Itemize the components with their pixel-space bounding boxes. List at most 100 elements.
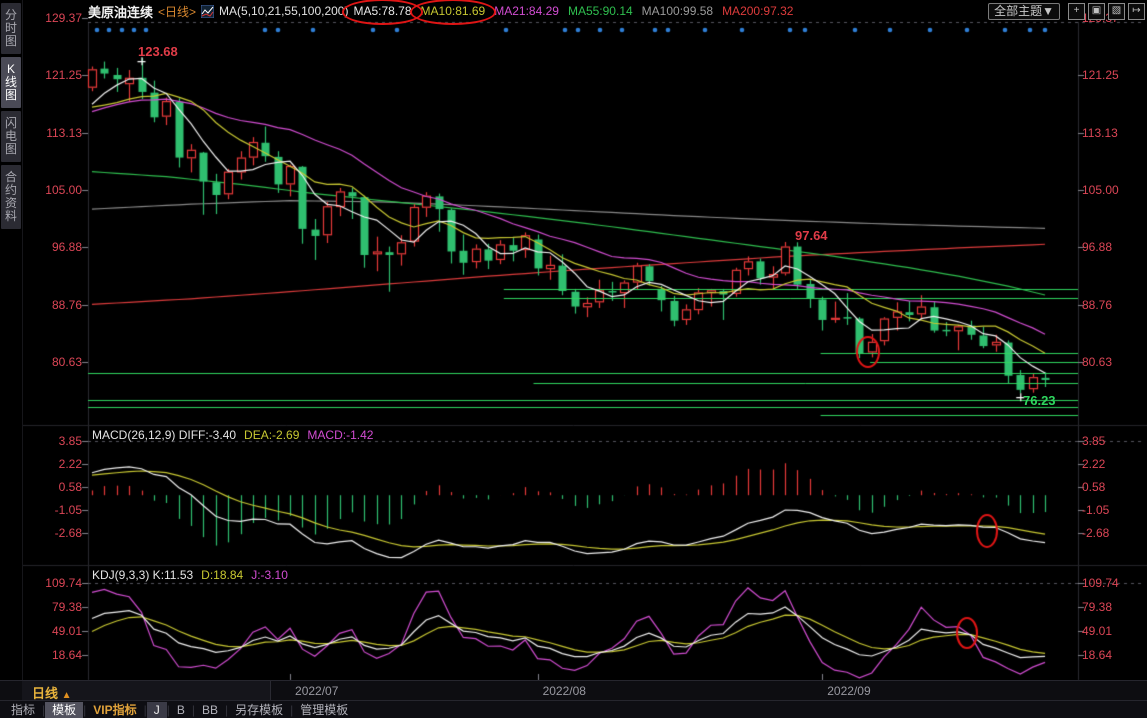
tab-7[interactable]: 管理模板 [300,702,349,717]
sidebar-item-3[interactable]: 合约资料 [1,165,21,229]
right-axis-label: 2.22 [1082,456,1106,471]
period-selector-panel: 日线 ▲ [22,681,271,702]
sidebar-item-char: K [6,62,15,76]
sidebar-item-char: 电 [4,129,17,143]
sidebar-item-char: 图 [4,34,17,48]
tab-3[interactable]: J [146,701,167,718]
kdj-head-part-2: J:-3.10 [251,568,288,582]
tab-0[interactable]: 指标 [11,702,36,717]
sidebar-item-0[interactable]: 分时图 [1,3,21,54]
tab-separator: | [42,702,46,717]
left-axis-label: 113.13 [46,125,82,140]
tab-separator: | [143,702,147,717]
tab-separator: | [83,702,87,717]
date-axis-row: 日线 ▲ 2022/07 2022/08 2022/09 [0,680,1147,701]
left-axis-label: 79.38 [51,599,82,614]
date-label: 2022/07 [295,684,339,698]
tab-1[interactable]: 模板 [45,701,84,718]
left-axis-label: -1.05 [54,502,82,517]
left-axis-label: 18.64 [51,647,82,662]
right-axis-label: 88.76 [1082,297,1113,312]
overlay-chart-icon[interactable]: ▧ [1108,3,1125,20]
right-axis-label: -2.68 [1082,525,1110,540]
pan-right-icon[interactable]: ↦ [1128,3,1145,20]
sidebar-item-2[interactable]: 闪电图 [1,111,21,162]
left-axis-label: 105.00 [45,183,82,198]
kdj-head-part-1: D:18.84 [201,568,244,582]
macd-head-part-2: MACD:-1.42 [307,428,374,442]
tab-5[interactable]: BB [202,702,219,717]
axis-scale-icon[interactable]: ▣ [1088,3,1105,20]
ma-value-5: MA200:97.32 [722,4,794,18]
sidebar-item-char: 图 [4,142,17,156]
theme-selector-button[interactable]: 全部主题▼ [988,2,1060,20]
tab-separator: | [225,702,229,717]
price-annotation: 97.64 [795,228,828,243]
tab-separator: | [191,702,196,717]
right-axis-label: -1.05 [1082,502,1110,517]
bottom-tab-bar: 指标 | 模板 | VIP指标 | J | B | BB | 另存模板 | 管理模板 [0,700,1147,718]
tab-separator: | [290,702,294,717]
kdj-head-part-0: KDJ(9,3,3) K:11.53 [92,568,194,582]
tab-separator: | [166,702,170,717]
right-axis-label: 80.63 [1082,355,1113,370]
left-axis-label: 2.22 [58,456,82,471]
sidebar-item-char: 图 [4,88,17,102]
sidebar-item-char: 资 [4,196,17,210]
right-axis-label: 49.01 [1082,623,1113,638]
right-axis-label: 121.25 [1082,68,1119,83]
sidebar-item-char: 分 [4,8,17,22]
crosshair-icon[interactable]: + [1068,3,1085,20]
kdj-panel-header: KDJ(9,3,3) K:11.53 D:18.84 J:-3.10 [92,568,296,582]
period-text: 日线 [32,686,59,701]
ma-value-0: MA5:78.78 [353,4,412,18]
period-quick-selector[interactable]: 日线 ▲ [32,683,72,702]
right-axis-label: 79.38 [1082,599,1113,614]
period-up-arrow-icon: ▲ [61,690,72,701]
ma-value-2: MA21:84.29 [494,4,559,18]
left-axis-label: 0.58 [58,480,82,495]
sidebar-item-char: 料 [4,209,17,223]
ma-group-label: MA(5,10,21,55,100,200) [219,4,349,18]
right-axis-label: 113.13 [1082,125,1118,140]
tab-4[interactable]: B [176,702,185,717]
date-label: 2022/08 [542,684,586,698]
right-axis-label: 0.58 [1082,480,1106,495]
macd-panel-header: MACD(26,12,9) DIFF:-3.40 DEA:-2.69 MACD:-1… [92,428,381,442]
date-label: 2022/09 [827,684,871,698]
sidebar-item-char: 合 [4,170,17,184]
left-axis-label: 129.37 [45,11,82,25]
toolbar-icons: + ▣ ▧ ↦ [1065,2,1145,20]
macd-head-part-1: DEA:-2.69 [244,428,300,442]
tab-6[interactable]: 另存模板 [235,702,284,717]
left-axis-label: 96.88 [51,240,82,255]
left-axis-label: 88.76 [51,297,82,312]
left-axis-label: -2.68 [54,525,82,540]
right-axis-label: 109.74 [1082,576,1119,590]
ma-values: MA5:78.78 MA10:81.69 MA21:84.29 MA55:90.14 M… [353,4,802,18]
right-axis-label: 3.85 [1082,433,1106,448]
sidebar-item-char: 闪 [4,116,17,130]
macd-head-part-0: MACD(26,12,9) DIFF:-3.40 [92,428,237,442]
sidebar-item-char: 约 [4,183,17,197]
tab-2[interactable]: VIP指标 [93,702,137,717]
price-annotation: 123.68 [138,44,178,59]
left-axis-label: 109.74 [45,576,82,590]
price-annotation: 76.23 [1023,393,1056,408]
right-axis-label: 105.00 [1082,183,1119,198]
sidebar-item-char: 时 [4,21,17,35]
left-axis-label: 3.85 [58,433,82,448]
sidebar-item-char: 线 [4,75,17,89]
kline-indicator-icon [200,4,215,18]
left-axis-label: 121.25 [45,68,82,83]
ma-value-3: MA55:90.14 [567,4,633,18]
left-axis-label: 49.01 [51,623,82,638]
symbol-title: 美原油连续 [88,4,154,20]
right-axis-label: 96.88 [1082,240,1113,255]
period-label[interactable]: <日线> [158,4,197,19]
ma-value-1: MA10:81.69 [420,4,486,18]
